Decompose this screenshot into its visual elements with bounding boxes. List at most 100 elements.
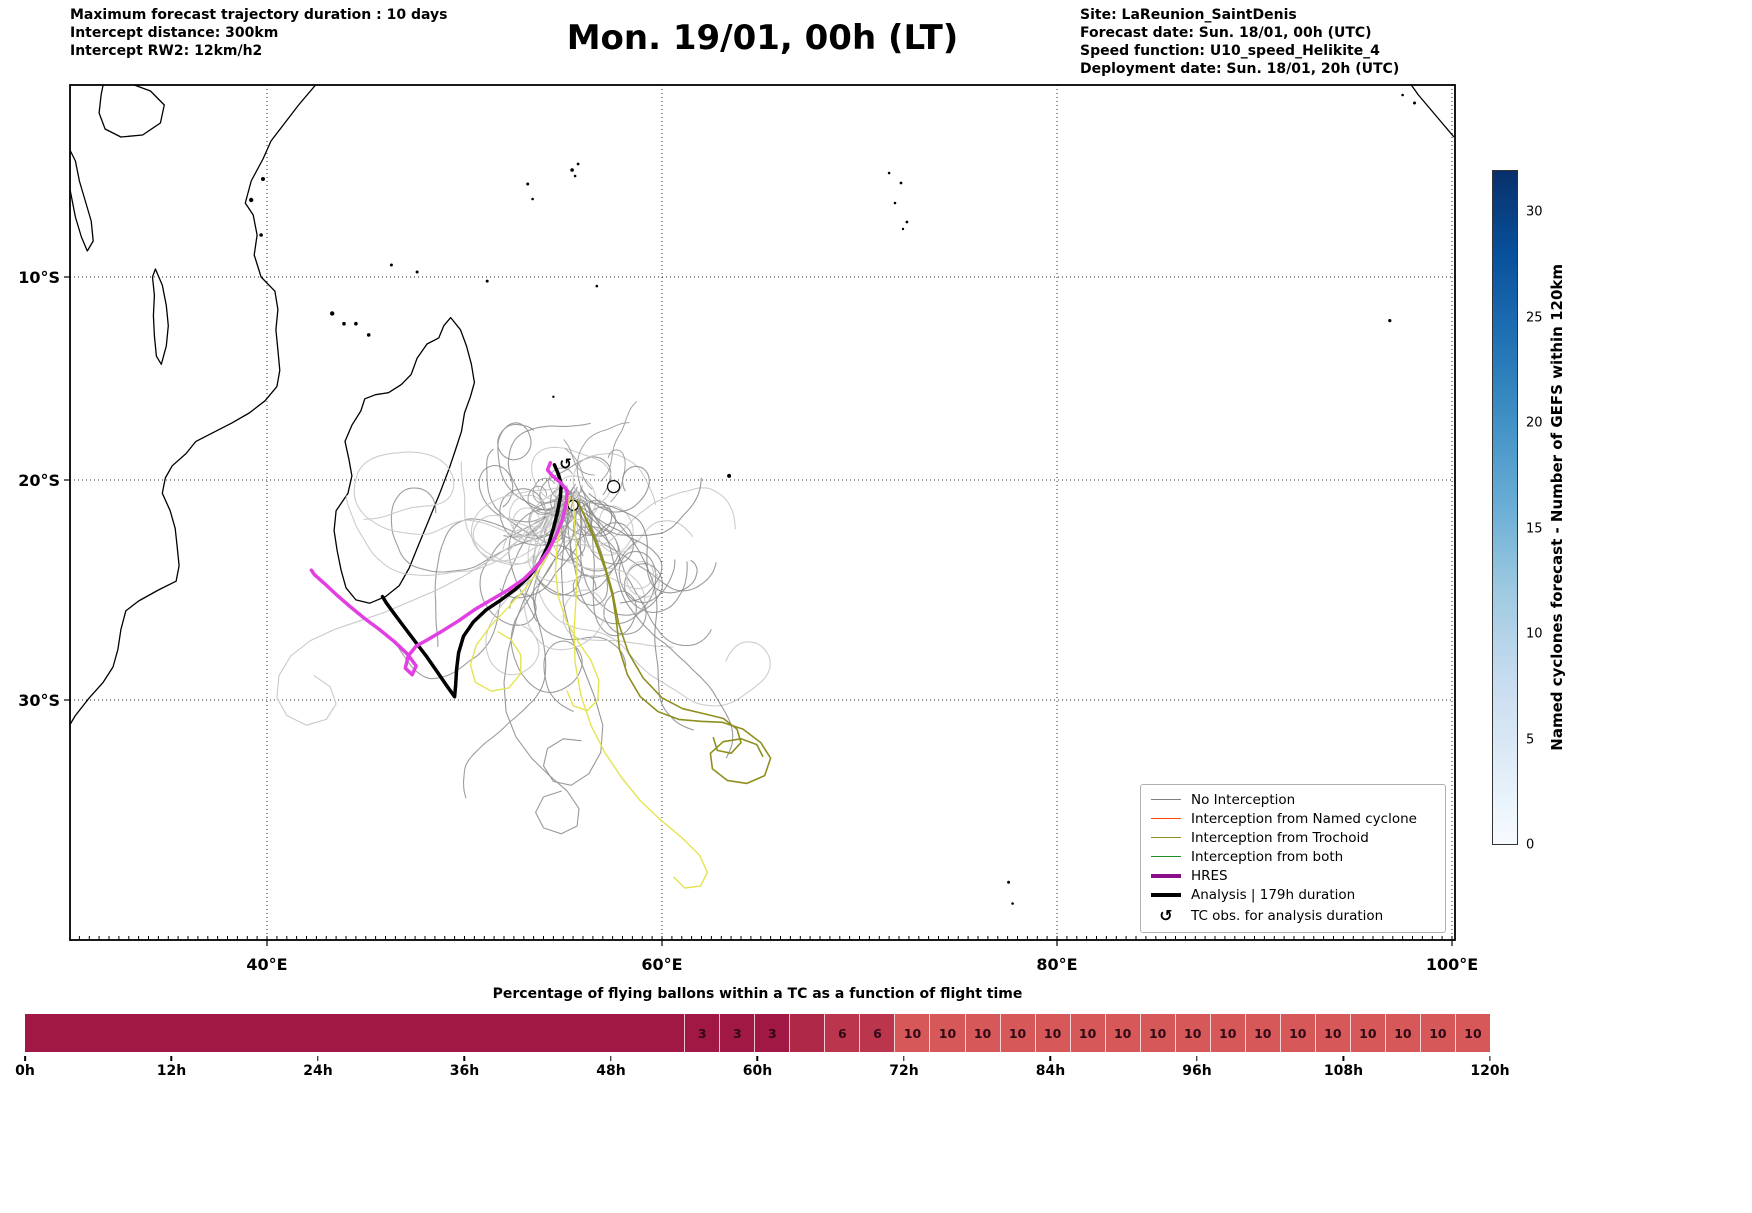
- bar-cell: 6: [859, 1014, 895, 1052]
- time-tick-label: 108h: [1324, 1056, 1363, 1079]
- trajectory-path: [607, 449, 626, 503]
- island: [893, 201, 897, 205]
- time-tick-label: 24h: [303, 1056, 332, 1079]
- island: [1401, 93, 1404, 97]
- trajectory-path: [588, 501, 602, 538]
- legend-item: HRES: [1150, 868, 1436, 884]
- trajectory-path: [497, 422, 578, 512]
- intercept-rw2-text: Intercept RW2: 12km/h2: [70, 43, 263, 59]
- legend-line-sample: [1151, 818, 1181, 820]
- island: [901, 227, 905, 231]
- island: [1413, 101, 1416, 105]
- y-tick-label: 30°S: [18, 691, 60, 710]
- legend-label: Interception from both: [1191, 848, 1344, 865]
- bar-cell: 10: [1244, 1014, 1280, 1052]
- axes: 40°E 60°E 80°E 100°E 10°S 20°S 30°S: [18, 84, 1478, 974]
- time-tick-label: 12h: [157, 1056, 186, 1079]
- trajectory-path: [566, 485, 712, 647]
- trajectory-path: [580, 465, 650, 513]
- island: [342, 321, 346, 326]
- trajectory-path: [580, 494, 698, 594]
- trajectory-path: [600, 401, 637, 482]
- legend-item: Interception from Trochoid: [1150, 830, 1436, 846]
- colorbar-tick-label: 0: [1526, 837, 1535, 853]
- legend-line-sample: [1151, 893, 1181, 898]
- trajectory-path: [582, 477, 702, 537]
- bar-cell: [789, 1014, 825, 1052]
- ensemble-gray-se: [499, 465, 734, 759]
- lake-tanganyika: [70, 148, 94, 252]
- flight-time-axis: 0h 12h 24h 36h 48h 60h 72h 84h 96h 108h 120h: [15, 1056, 1509, 1086]
- island: [1011, 902, 1014, 905]
- ensemble-gray-light: [345, 446, 771, 707]
- island: [415, 270, 419, 274]
- bar-cell: 10: [894, 1014, 930, 1052]
- trajectory-path: [507, 422, 591, 511]
- bar-cell: 10: [1419, 1014, 1455, 1052]
- legend-label: No Interception: [1191, 791, 1296, 808]
- time-tick-label: 84h: [1036, 1056, 1065, 1079]
- time-tick-label: 0h: [15, 1056, 35, 1079]
- mauritius-island: [606, 480, 621, 494]
- bar-cell: 10: [1034, 1014, 1070, 1052]
- time-tick-label: 120h: [1470, 1056, 1509, 1079]
- trajectory-yellow-1: [469, 496, 571, 692]
- bar-cell: 10: [1454, 1014, 1490, 1052]
- island: [354, 321, 358, 326]
- island: [552, 395, 555, 398]
- island: [485, 279, 489, 283]
- island: [366, 333, 371, 337]
- lake-victoria: [98, 85, 165, 138]
- intercept-distance-text: Intercept distance: 300km: [70, 25, 279, 41]
- legend-label: HRES: [1191, 868, 1228, 885]
- trajectory-path: [579, 497, 688, 616]
- trajectory-path: [499, 497, 583, 599]
- bar-cell: 10: [999, 1014, 1035, 1052]
- time-tick-label: 48h: [596, 1056, 625, 1079]
- island: [576, 162, 580, 166]
- trajectory-path: [564, 448, 593, 490]
- legend-sample: [1150, 837, 1182, 839]
- legend-label: TC obs. for analysis duration: [1191, 907, 1384, 924]
- gridlines: [70, 85, 1455, 940]
- legend-item: Interception from both: [1150, 849, 1436, 865]
- trajectory-path: [573, 493, 694, 556]
- legend-item: ↺ TC obs. for analysis duration: [1150, 906, 1436, 925]
- bar-solid-segment: [25, 1014, 685, 1052]
- legend-label: Interception from Trochoid: [1191, 829, 1369, 846]
- bar-cell: 6: [824, 1014, 860, 1052]
- bar-cell: 10: [1279, 1014, 1315, 1052]
- legend-label: Analysis | 179h duration: [1191, 887, 1356, 904]
- site-text: Site: LaReunion_SaintDenis: [1080, 7, 1297, 23]
- trajectory-yellow-3: [554, 494, 600, 712]
- x-tick-label: 60°E: [641, 955, 682, 974]
- trajectory-path: [548, 467, 583, 503]
- tc-obs-icon: ↺: [1159, 906, 1173, 926]
- trajectory-path: [588, 493, 695, 731]
- colorbar-tick-label: 10: [1526, 626, 1543, 642]
- coastlines: [70, 85, 1455, 905]
- speed-function-text: Speed function: U10_speed_Helikite_4: [1080, 43, 1380, 59]
- sumatra-coast: [1410, 85, 1455, 138]
- colorbar: 0 5 10 15 20 25 30 Named cyclones forecast - N…: [1492, 170, 1632, 853]
- colorbar-gradient: [1492, 170, 1518, 845]
- flight-time-bar: 3 3 3 6 6 10 10 10 10 10 10 10 10 10 10 10 10 10 10 10 10 10: [25, 1014, 1490, 1052]
- trajectory-path: [532, 477, 566, 504]
- legend-item: Analysis | 179h duration: [1150, 887, 1436, 903]
- legend-item: Interception from Named cyclone: [1150, 811, 1436, 827]
- bar-cell: 10: [1384, 1014, 1420, 1052]
- island: [249, 197, 254, 203]
- island: [526, 182, 530, 186]
- bar-cell: 10: [1314, 1014, 1350, 1052]
- island: [261, 177, 265, 181]
- colorbar-tick-label: 25: [1526, 310, 1543, 326]
- trajectories: ↺: [276, 401, 772, 889]
- time-tick-label: 36h: [450, 1056, 479, 1079]
- island: [573, 174, 577, 178]
- bar-cell: 3: [684, 1014, 720, 1052]
- legend: No Interception Interception from Named c…: [1140, 784, 1446, 933]
- trajectory-path: [570, 493, 717, 592]
- forecast-parameters: Maximum forecast trajectory duration : 1…: [70, 6, 447, 60]
